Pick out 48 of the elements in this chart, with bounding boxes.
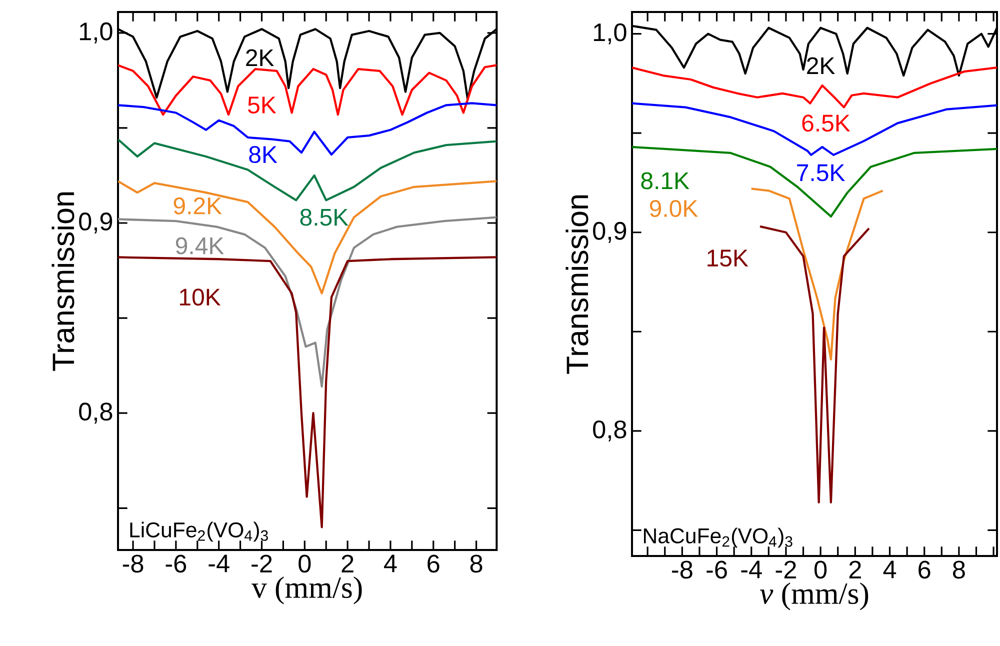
y-tick-label: 1,0 bbox=[80, 22, 112, 44]
x-tick-label: 0 bbox=[298, 554, 311, 573]
annotation: NaCuFe$_{2}$(VO$_{4}$)$_{3}$ bbox=[644, 528, 792, 548]
annotation: LiCuFe$_{2}$(VO$_{4}$)$_{3}$ bbox=[130, 522, 268, 542]
x-tick-label: -2 bbox=[776, 560, 796, 578]
x-tick-label: -8 bbox=[672, 560, 692, 579]
series-label: 15K bbox=[708, 250, 748, 267]
series-label: 8K bbox=[249, 146, 278, 164]
x-tick-label: 6 bbox=[428, 554, 440, 573]
x-tick-label: -8 bbox=[122, 554, 144, 573]
line-series bbox=[118, 64, 497, 116]
x-tick-label: -6 bbox=[166, 554, 186, 573]
y-tick-label: 0,8 bbox=[593, 420, 626, 442]
x-axis-title: v (mm/s) bbox=[760, 582, 868, 610]
line-series bbox=[632, 102, 997, 156]
x-tick-label: 6 bbox=[918, 560, 930, 579]
y-tick-label: 1,0 bbox=[594, 23, 626, 44]
series-label: 2K bbox=[807, 57, 835, 74]
series-label: 9.2K bbox=[174, 197, 222, 214]
x-tick-label: -4 bbox=[208, 554, 230, 572]
x-tick-label: 2 bbox=[342, 554, 354, 572]
y-tick-label: 0,9 bbox=[593, 222, 626, 243]
x-tick-label: 0 bbox=[814, 560, 827, 579]
series-label: 8.1K bbox=[641, 172, 690, 190]
x-tick-label: 8 bbox=[470, 554, 482, 573]
series-label: 6.5K bbox=[802, 114, 850, 132]
x-tick-label: 8 bbox=[953, 560, 965, 579]
y-axis-title: Transmission bbox=[566, 195, 588, 374]
x-tick-label: 2 bbox=[849, 560, 861, 578]
x-tick-label: -4 bbox=[741, 560, 762, 578]
y-tick-label: 0,9 bbox=[79, 212, 112, 234]
y-axis-title: Transmission bbox=[52, 192, 74, 371]
x-tick-label: -2 bbox=[252, 554, 272, 572]
line-series bbox=[758, 225, 870, 504]
y-tick-label: 0,8 bbox=[79, 402, 112, 424]
line-series bbox=[750, 188, 884, 361]
series-label: 9.4K bbox=[176, 237, 224, 254]
series-label: 7.5K bbox=[797, 164, 845, 182]
series-label: 8.5K bbox=[300, 208, 348, 226]
x-tick-label: 4 bbox=[883, 560, 896, 578]
x-tick-label: 4 bbox=[384, 554, 397, 572]
text: 9.0K bbox=[650, 200, 698, 218]
legend-label: 2K bbox=[246, 49, 274, 66]
x-axis-title: v (mm/s) bbox=[252, 576, 362, 604]
x-tick-label: -6 bbox=[706, 560, 727, 579]
series-label: 10K bbox=[180, 288, 221, 306]
line-series bbox=[632, 146, 997, 218]
series-label: 5K bbox=[248, 96, 276, 114]
